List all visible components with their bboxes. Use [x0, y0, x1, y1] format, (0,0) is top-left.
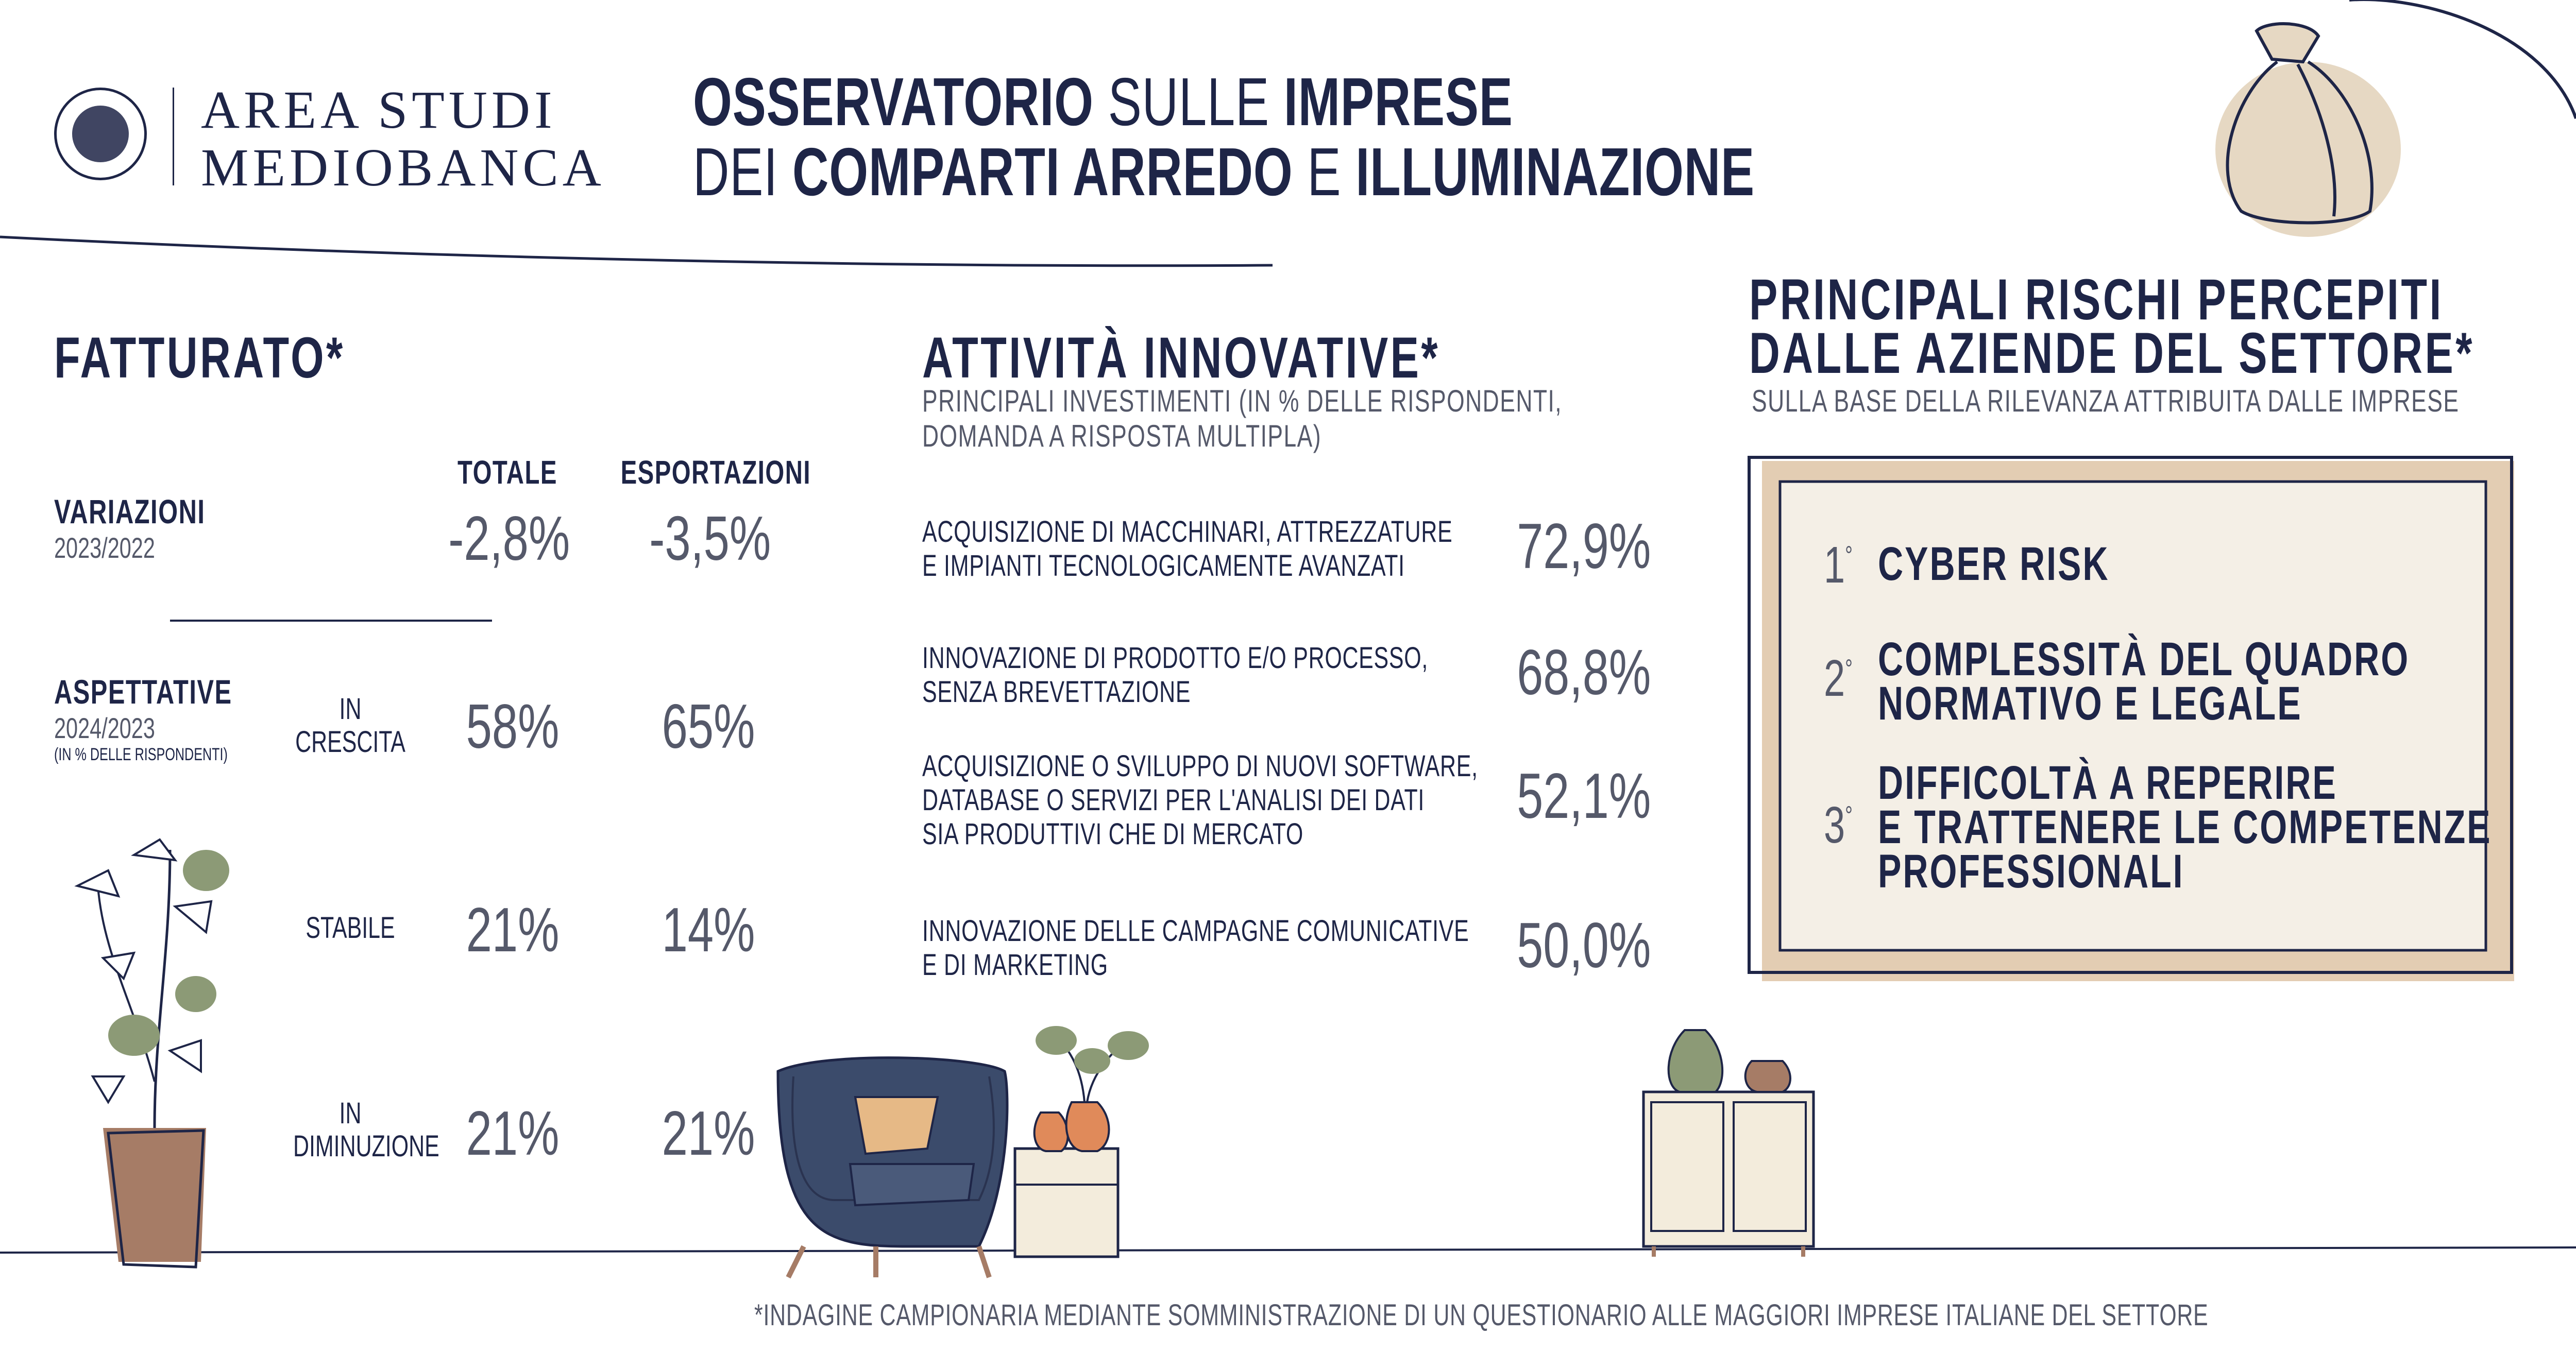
rischio-rank-number: 1: [1824, 536, 1845, 594]
attivita-item-text: INNOVAZIONE DELLE CAMPAGNE COMUNICATIVE E…: [922, 914, 1469, 982]
rischi-subtitle: SULLA BASE DELLA RILEVANZA ATTRIBUITA DA…: [1752, 384, 2460, 418]
aspettative-crescita-totale: 58%: [466, 691, 560, 761]
title-fragment: E: [1293, 134, 1356, 210]
attivita-subtitle-line: DOMANDA A RISPOSTA MULTIPLA): [922, 419, 1322, 453]
row-label-line: CRESCITA: [295, 725, 405, 759]
rischio-rank: 3°: [1824, 796, 1853, 855]
attivita-item-value: 68,8%: [1517, 637, 1651, 708]
attivita-item-line: E IMPIANTI TECNOLOGICAMENTE AVANZATI: [922, 549, 1405, 583]
row-label-line: DIMINUZIONE: [293, 1129, 439, 1163]
fatturato-title: FATTURATO*: [54, 326, 345, 390]
attivita-subtitle: PRINCIPALI INVESTIMENTI (IN % DELLE RISP…: [922, 384, 1562, 454]
title-fragment: SULLE: [1093, 64, 1284, 140]
aspettative-diminuzione-esportazioni: 21%: [662, 1098, 755, 1168]
row-label-line: IN: [339, 692, 362, 726]
rischio-rank: 1°: [1824, 536, 1853, 595]
aspettative-stabile-totale: 21%: [466, 895, 560, 965]
logo-line-1: AREA STUDI: [201, 80, 556, 140]
aspettative-note: (IN % DELLE RISPONDENTI): [54, 745, 228, 764]
attivita-list: ACQUISIZIONE DI MACCHINARI, ATTREZZATURE…: [922, 0, 1685, 1352]
attivita-item-value: 50,0%: [1517, 910, 1651, 981]
variazioni-esportazioni: -3,5%: [649, 503, 771, 573]
logo-separator: [173, 88, 174, 185]
side-table-illustration: [1013, 1026, 1149, 1258]
logo-line-2: MEDIOBANCA: [201, 138, 605, 197]
variazioni-totale: -2,8%: [448, 503, 570, 573]
attivita-item-value: 52,1%: [1517, 761, 1651, 832]
logo-wordmark: AREA STUDI MEDIOBANCA: [201, 81, 605, 197]
row-label-line: STABILE: [306, 911, 395, 945]
aspettative-label: ASPETTATIVE: [54, 673, 232, 711]
rischi-title: PRINCIPALI RISCHI PERCEPITI DALLE AZIEND…: [1749, 267, 2475, 385]
rischio-rank-number: 3: [1824, 796, 1845, 854]
rischio-text-line: DIFFICOLTÀ A REPERIRE: [1878, 757, 2337, 809]
rischio-text: DIFFICOLTÀ A REPERIRE E TRATTENERE LE COM…: [1878, 757, 2492, 898]
rischio-rank-number: 2: [1824, 649, 1845, 707]
attivita-item-line: ACQUISIZIONE O SVILUPPO DI NUOVI SOFTWAR…: [922, 749, 1478, 783]
aspettative-label-block: ASPETTATIVE 2024/2023 (IN % DELLE RISPON…: [54, 672, 295, 765]
armchair-illustration: [776, 1056, 1009, 1279]
title-fragment: ILLUMINAZIONE: [1355, 134, 1755, 210]
rischi-list: 1° CYBER RISK 2° COMPLESSITÀ DEL QUADRO NORM…: [1824, 0, 2490, 1352]
footnote: *INDAGINE CAMPIONARIA MEDIANTE SOMMINIST…: [754, 1298, 2209, 1332]
attivita-item-line: DATABASE O SERVIZI PER L'ANALISI DEI DAT…: [922, 783, 1425, 817]
rischio-text: CYBER RISK: [1878, 538, 2110, 590]
attivita-title: ATTIVITÀ INNOVATIVE*: [922, 326, 1440, 390]
main-title-line-2: DEI COMPARTI ARREDO E ILLUMINAZIONE: [693, 137, 1755, 207]
rischio-rank: 2°: [1824, 649, 1853, 708]
aspettative-diminuzione-totale: 21%: [466, 1098, 560, 1168]
attivita-item-line: SIA PRODUTTIVI CHE DI MERCATO: [922, 817, 1304, 851]
rischio-text-line: NORMATIVO E LEGALE: [1878, 677, 2302, 730]
rischio-text-line: CYBER RISK: [1878, 538, 2110, 590]
attivita-item-value: 72,9%: [1517, 511, 1651, 582]
plant-illustration: [74, 838, 229, 1269]
rischio-text: COMPLESSITÀ DEL QUADRO NORMATIVO E LEGALE: [1878, 633, 2410, 730]
attivita-item-line: INNOVAZIONE DI PRODOTTO E/O PROCESSO,: [922, 641, 1429, 675]
attivita-item-text: INNOVAZIONE DI PRODOTTO E/O PROCESSO, SEN…: [922, 641, 1428, 709]
rischio-rank-degree: °: [1845, 541, 1853, 570]
attivita-item-text: ACQUISIZIONE DI MACCHINARI, ATTREZZATURE…: [922, 515, 1453, 583]
aspettative-period: 2024/2023: [54, 712, 155, 744]
attivita-item-line: E DI MARKETING: [922, 948, 1108, 982]
rischio-rank-degree: °: [1845, 801, 1853, 830]
main-title-line-1: OSSERVATORIO SULLE IMPRESE: [693, 67, 1755, 137]
row-label-line: IN: [339, 1097, 362, 1130]
variazioni-label: VARIAZIONI: [54, 492, 206, 530]
cabinet-illustration: [1642, 1029, 1815, 1257]
main-title: OSSERVATORIO SULLE IMPRESE DEI COMPARTI …: [693, 67, 2128, 207]
header-divider-line: [0, 235, 1273, 267]
lamp-illustration: [2215, 0, 2576, 237]
title-fragment: DEI: [693, 134, 792, 210]
title-fragment: IMPRESE: [1283, 64, 1513, 140]
attivita-item-line: ACQUISIZIONE DI MACCHINARI, ATTREZZATURE: [922, 515, 1453, 549]
logo-seal: MEDIOBANCA BANCA DI CREDITO FINANZIARIO: [54, 88, 147, 180]
aspettative-row-label: IN DIMINUZIONE: [293, 1097, 439, 1163]
attivita-subtitle-line: PRINCIPALI INVESTIMENTI (IN % DELLE RISP…: [922, 384, 1563, 418]
title-fragment: OSSERVATORIO: [693, 64, 1094, 140]
aspettative-row-label: IN CRESCITA: [293, 693, 408, 759]
rischi-title-line: PRINCIPALI RISCHI PERCEPITI: [1749, 267, 2444, 332]
variazioni-period: 2023/2022: [54, 532, 155, 564]
attivita-item-text: ACQUISIZIONE O SVILUPPO DI NUOVI SOFTWAR…: [922, 749, 1478, 851]
col-header-totale: TOTALE: [457, 454, 557, 491]
aspettative-stabile-esportazioni: 14%: [662, 895, 755, 965]
variazioni-label-block: VARIAZIONI 2023/2022: [54, 492, 258, 564]
attivita-item-line: INNOVAZIONE DELLE CAMPAGNE COMUNICATIVE: [922, 914, 1469, 948]
attivita-item-line: SENZA BREVETTAZIONE: [922, 675, 1191, 709]
rischio-text-line: E TRATTENERE LE COMPETENZE: [1878, 801, 2492, 853]
col-header-esportazioni: ESPORTAZIONI: [620, 454, 811, 491]
rischio-text-line: COMPLESSITÀ DEL QUADRO: [1878, 633, 2410, 686]
aspettative-row-label: STABILE: [293, 912, 408, 945]
title-fragment: COMPARTI ARREDO: [792, 134, 1293, 210]
rischio-text-line: PROFESSIONALI: [1878, 845, 2184, 898]
risk-board-frame: [1748, 456, 2514, 981]
rischi-title-line: DALLE AZIENDE DEL SETTORE*: [1749, 321, 2475, 385]
aspettative-crescita-esportazioni: 65%: [662, 691, 755, 761]
rischio-rank-degree: °: [1845, 654, 1853, 683]
